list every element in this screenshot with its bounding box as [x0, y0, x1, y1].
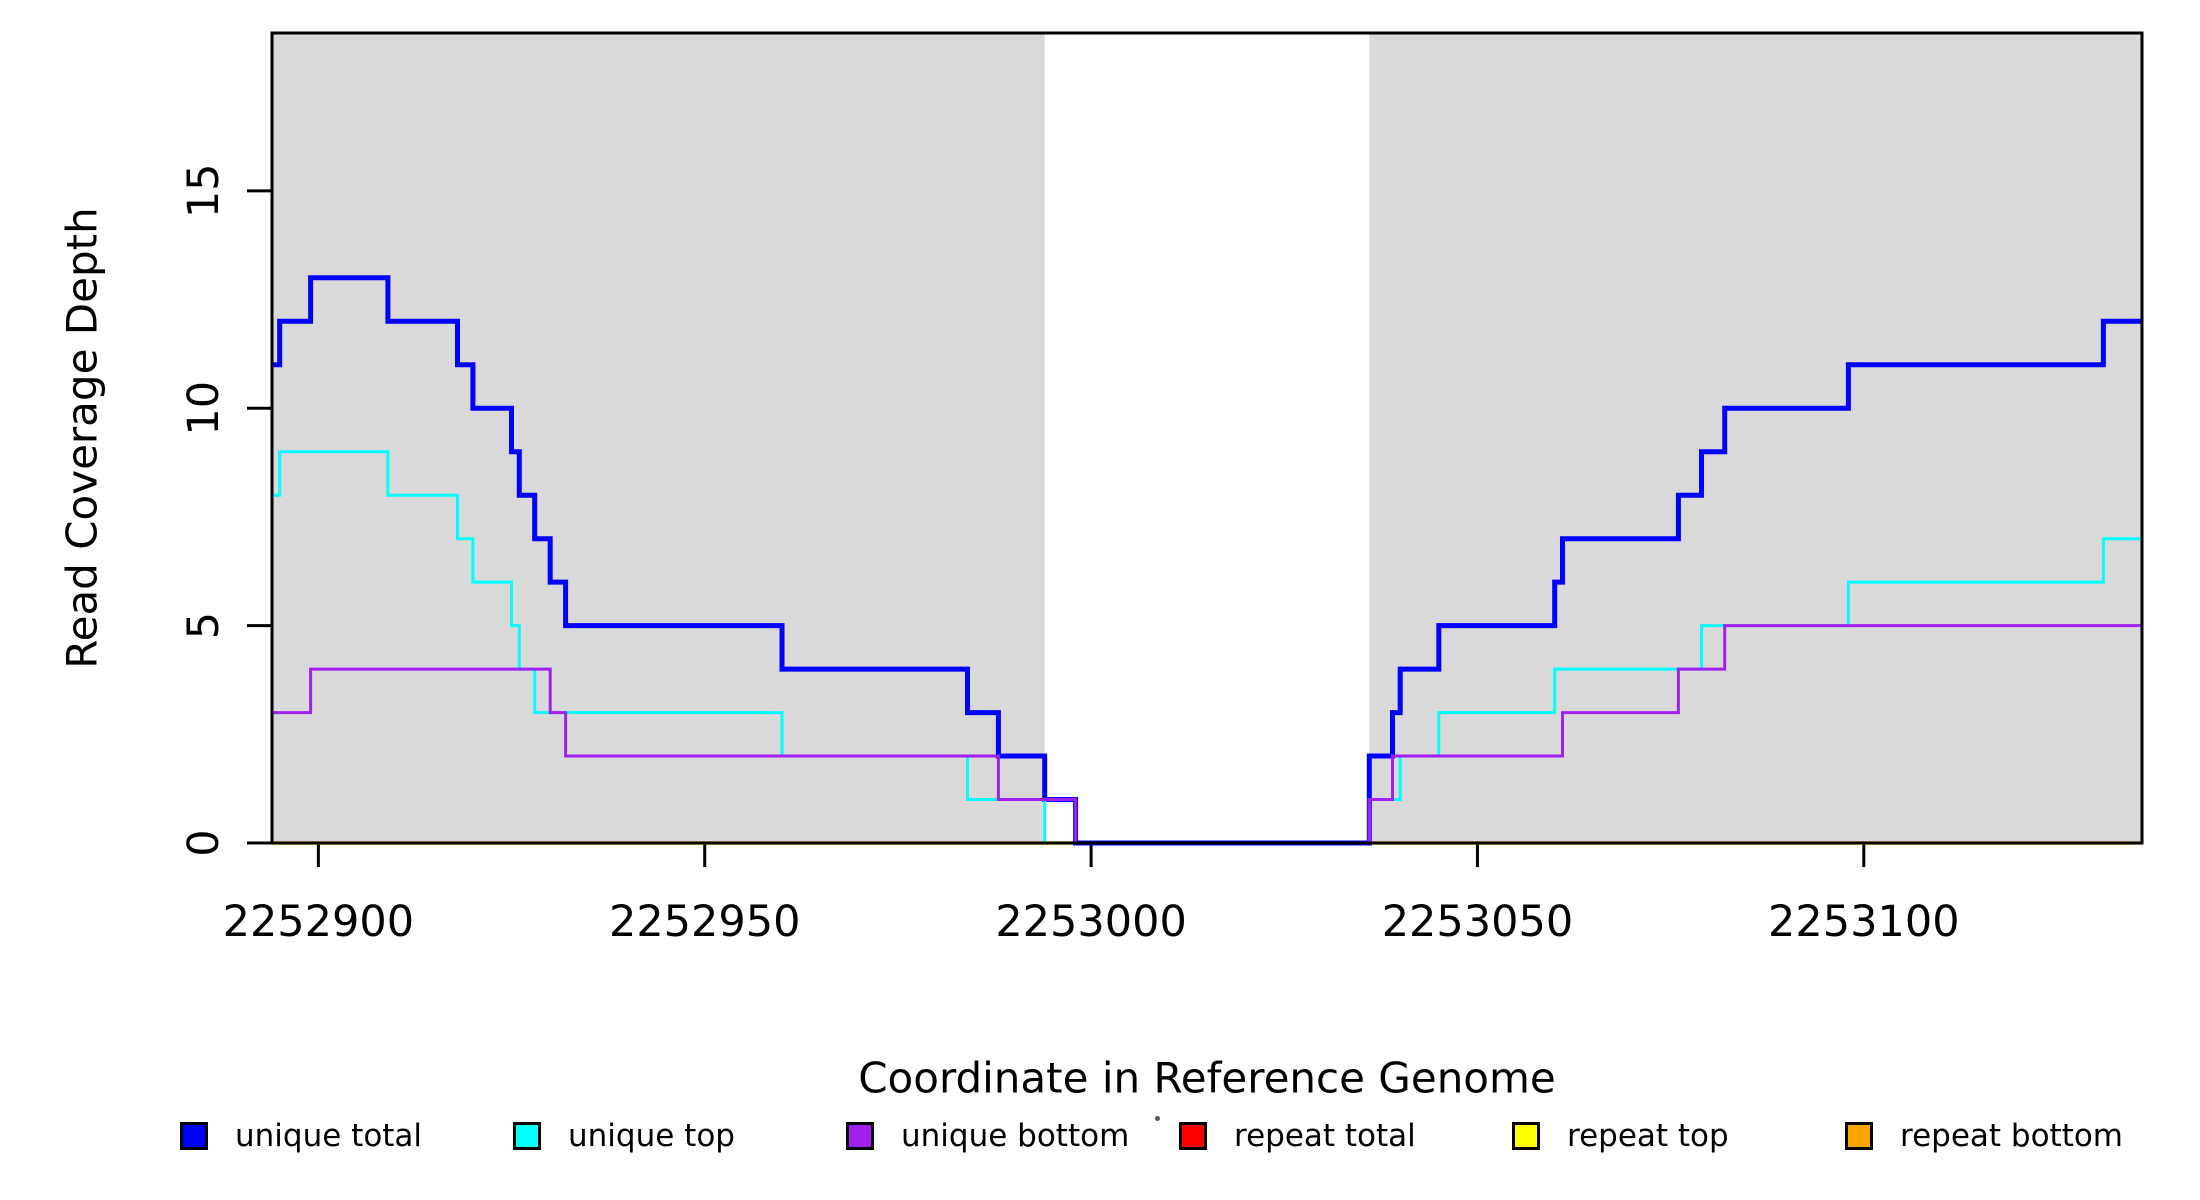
y-tick-label: 15 — [179, 163, 229, 218]
legend-label: repeat total — [1234, 1118, 1416, 1154]
legend-swatch-icon — [1512, 1122, 1540, 1150]
legend-swatch-icon — [180, 1122, 208, 1150]
legend-label: repeat bottom — [1900, 1118, 2124, 1154]
legend-swatch-icon — [1845, 1122, 1873, 1150]
legend-label: repeat top — [1567, 1118, 1729, 1154]
x-tick-label: 2252950 — [609, 897, 801, 947]
shaded-region-1 — [272, 33, 1045, 843]
legend-label: unique bottom — [901, 1118, 1130, 1154]
legend-swatch-icon — [513, 1122, 541, 1150]
legend-item-repeat-total: repeat total — [1179, 1120, 1416, 1152]
legend-item-unique-total: unique total — [180, 1120, 422, 1152]
series-unique-total — [272, 275, 2142, 846]
stray-dot — [1155, 1116, 1160, 1121]
y-tick-label: 0 — [179, 829, 229, 856]
y-axis-title: Read Coverage Depth — [57, 207, 107, 669]
legend-label: unique total — [235, 1118, 423, 1154]
series-unique-top — [272, 450, 2142, 845]
y-tick-label: 10 — [179, 381, 229, 436]
plot-frame — [270, 31, 2144, 845]
legend-swatch-icon — [1179, 1122, 1207, 1150]
legend-item-unique-top: unique top — [513, 1120, 735, 1152]
x-tick-label: 2253100 — [1768, 897, 1960, 947]
y-tick-label: 5 — [179, 612, 229, 639]
shaded-region-2 — [1369, 33, 2142, 843]
legend-item-repeat-top: repeat top — [1512, 1120, 1729, 1152]
legend-label: unique top — [568, 1118, 735, 1154]
legend-item-unique-bottom: unique bottom — [846, 1120, 1129, 1152]
x-tick-label: 2253000 — [995, 897, 1187, 947]
x-tick-label: 2253050 — [1382, 897, 1574, 947]
x-axis-title: Coordinate in Reference Genome — [858, 1053, 1556, 1103]
x-tick-label: 2252900 — [223, 897, 415, 947]
legend-item-repeat-bottom: repeat bottom — [1845, 1120, 2123, 1152]
legend-swatch-icon — [846, 1122, 874, 1150]
